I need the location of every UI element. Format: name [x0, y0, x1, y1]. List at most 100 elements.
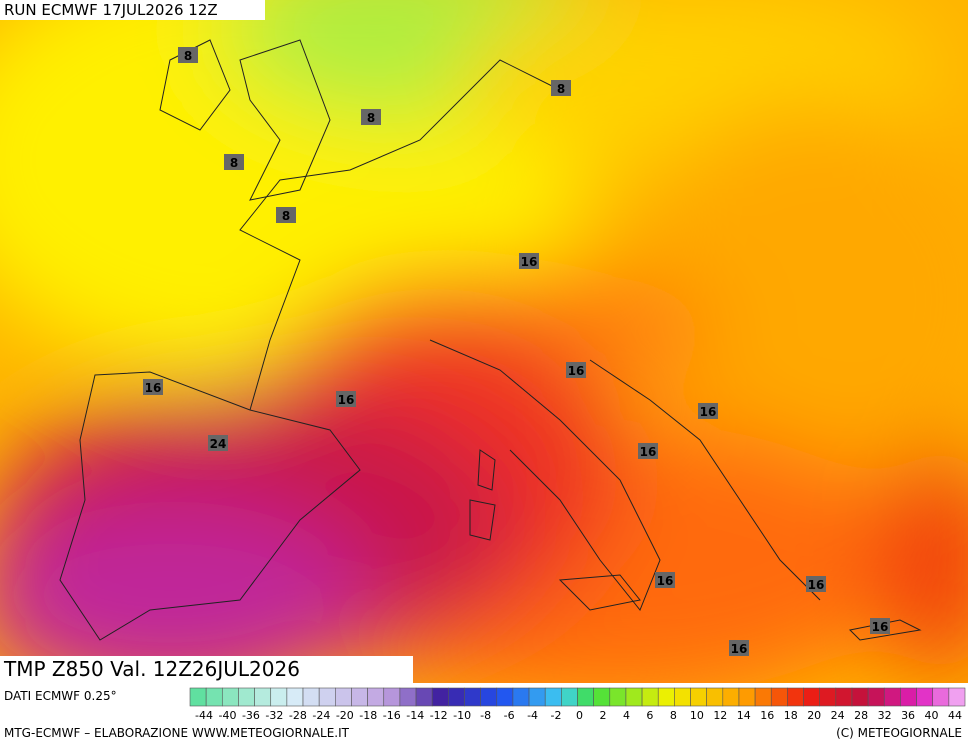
scale-box: [770, 687, 788, 707]
scale-box: [706, 687, 724, 707]
scale-box: [399, 687, 417, 707]
scale-label: -32: [265, 709, 283, 722]
contour-label: 8: [557, 82, 565, 96]
scale-label: -18: [359, 709, 377, 722]
scale-box: [205, 687, 223, 707]
contour-label: 8: [282, 209, 290, 223]
scale-label: 24: [831, 709, 845, 722]
scale-box: [754, 687, 772, 707]
contour-label-box: [729, 640, 749, 656]
scale-label: 10: [690, 709, 704, 722]
scale-label: 20: [807, 709, 821, 722]
scale-label: -16: [383, 709, 401, 722]
contour-label: 16: [568, 364, 585, 378]
scale-box: [270, 687, 288, 707]
scale-box: [286, 687, 304, 707]
contour-label-box: [870, 618, 890, 634]
contour-label-box: [698, 403, 718, 419]
scale-label: -20: [336, 709, 354, 722]
temperature-field: 8 8 8 8 8 16 16 16 16 16 16 16 16 16 16 24: [0, 0, 968, 683]
contour-label: 16: [521, 255, 538, 269]
scale-label: -44: [195, 709, 213, 722]
scale-label: -4: [527, 709, 538, 722]
scale-label: 28: [854, 709, 868, 722]
scale-box: [415, 687, 433, 707]
scale-box: [803, 687, 820, 707]
scale-label: 0: [576, 709, 583, 722]
scale-box: [932, 687, 950, 707]
contour-label-box: [566, 362, 586, 378]
contour-label-box: [276, 207, 296, 223]
run-label: RUN ECMWF 17JUL2026 12Z: [4, 1, 218, 19]
run-box: [0, 0, 265, 20]
contour-label-box: [638, 443, 658, 459]
scale-box: [561, 687, 578, 707]
contour-label-box: [361, 109, 381, 125]
scale-label: 6: [646, 709, 653, 722]
scale-label: 40: [925, 709, 939, 722]
contour-label-box: [208, 435, 228, 451]
scale-box: [496, 687, 514, 707]
scale-label: -40: [218, 709, 236, 722]
scale-box: [367, 687, 385, 707]
credit: MTG-ECMWF – ELABORAZIONE WWW.METEOGIORNA…: [4, 726, 350, 740]
scale-box: [625, 687, 643, 707]
scale-label: 18: [784, 709, 798, 722]
scale-box: [238, 687, 255, 707]
scale-label: 4: [623, 709, 630, 722]
scale-box: [948, 687, 966, 707]
scale-box: [544, 687, 562, 707]
scale-label: -14: [406, 709, 424, 722]
scale-box: [690, 687, 707, 707]
scale-label: -28: [289, 709, 307, 722]
scale-label: 8: [670, 709, 677, 722]
scale-label: 32: [878, 709, 892, 722]
source-label: DATI ECMWF 0.25°: [4, 689, 117, 703]
scale-box: [254, 687, 272, 707]
contour-label: 16: [872, 620, 889, 634]
scale-box: [431, 687, 449, 707]
scale-box: [335, 687, 352, 707]
scale-box: [189, 687, 207, 707]
contour-label: 16: [640, 445, 657, 459]
scale-box: [722, 687, 740, 707]
scale-label: 12: [713, 709, 727, 722]
scale-box: [221, 687, 239, 707]
scale-box: [593, 687, 611, 707]
scale-box: [318, 687, 336, 707]
contour-label: 16: [338, 393, 355, 407]
field-label: TMP Z850 Val. 12Z26JUL2026: [3, 657, 300, 681]
field-box: [0, 656, 413, 683]
scale-box: [900, 687, 917, 707]
contour-label: 16: [808, 578, 825, 592]
scale-box: [657, 687, 675, 707]
scale-box: [528, 687, 546, 707]
contour-label-box: [551, 80, 571, 96]
contour-label: 24: [210, 437, 227, 451]
scale-box: [835, 687, 853, 707]
scale-label: 2: [599, 709, 606, 722]
contour-label-box: [806, 576, 826, 592]
contour-label: 16: [657, 574, 674, 588]
contour-label-box: [655, 572, 675, 588]
scale-box: [448, 687, 465, 707]
color-scale: -44 -40 -36 -32 -28 -24 -20 -18 -16 -14 -12 -10 -8 -6…: [189, 687, 966, 722]
scale-label: -8: [480, 709, 491, 722]
scale-label: -10: [453, 709, 471, 722]
scale-box: [641, 687, 659, 707]
scale-box: [302, 687, 320, 707]
contour-label-box: [336, 391, 356, 407]
scale-box: [512, 687, 530, 707]
scale-box: [819, 687, 837, 707]
scale-box: [867, 687, 885, 707]
scale-box: [738, 687, 756, 707]
scale-box: [609, 687, 627, 707]
contour-label: 8: [230, 156, 238, 170]
contour-label: 16: [145, 381, 162, 395]
scale-box: [674, 687, 691, 707]
contour-label: 8: [184, 49, 192, 63]
scale-box: [883, 687, 901, 707]
copyright: (C) METEOGIORNALE: [836, 726, 962, 740]
